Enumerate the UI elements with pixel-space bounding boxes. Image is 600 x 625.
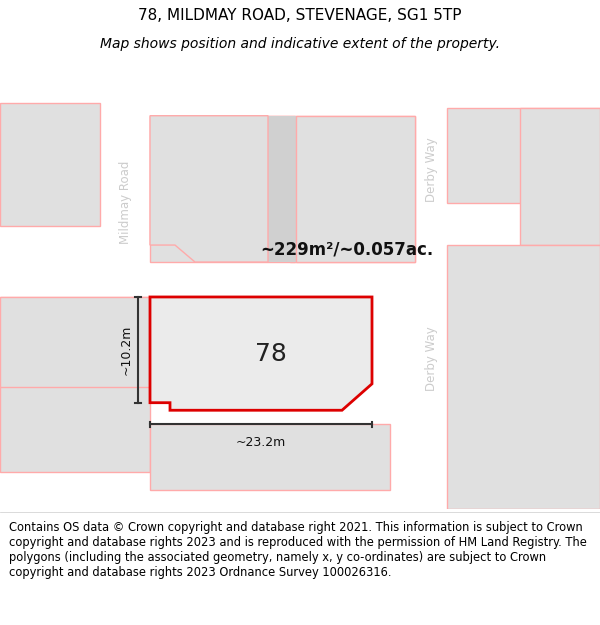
Bar [150, 424, 390, 491]
Text: Derby Way: Derby Way [425, 326, 437, 391]
Bar [0, 104, 100, 226]
Text: Mildmay Road: Mildmay Road [119, 161, 131, 244]
Text: 78: 78 [255, 342, 287, 366]
Bar [100, 56, 150, 509]
Bar [447, 108, 600, 202]
Bar [415, 56, 447, 509]
Text: ~229m²/~0.057ac.: ~229m²/~0.057ac. [260, 241, 433, 259]
Bar [447, 245, 600, 509]
Text: ~10.2m: ~10.2m [120, 324, 133, 375]
Bar [0, 297, 150, 387]
Polygon shape [296, 116, 415, 262]
Bar [150, 116, 295, 262]
Bar [268, 116, 296, 262]
Text: Contains OS data © Crown copyright and database right 2021. This information is : Contains OS data © Crown copyright and d… [9, 521, 587, 579]
Text: ~23.2m: ~23.2m [236, 436, 286, 449]
Text: Derby Way: Derby Way [425, 137, 437, 202]
Bar [520, 108, 600, 245]
Bar [150, 262, 415, 297]
Bar [0, 297, 150, 472]
Text: 78, MILDMAY ROAD, STEVENAGE, SG1 5TP: 78, MILDMAY ROAD, STEVENAGE, SG1 5TP [138, 8, 462, 23]
Polygon shape [150, 116, 268, 262]
Text: Map shows position and indicative extent of the property.: Map shows position and indicative extent… [100, 37, 500, 51]
Polygon shape [265, 116, 415, 262]
Polygon shape [150, 297, 372, 410]
Ellipse shape [120, 278, 170, 316]
